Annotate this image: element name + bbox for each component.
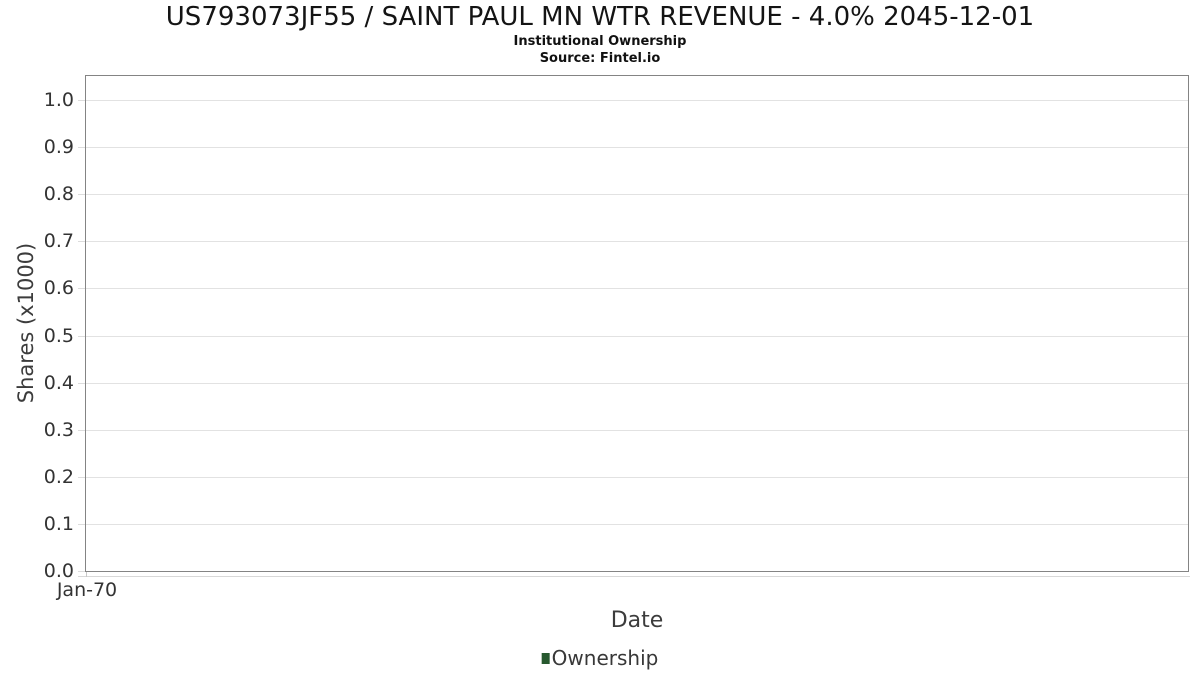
gridline (86, 477, 1188, 478)
y-axis-tick-mark (78, 100, 85, 101)
y-axis-tick-label: 1.0 (43, 89, 74, 111)
y-axis-title: Shares (x1000) (14, 242, 38, 404)
x-axis-tick-label: Jan-70 (56, 579, 118, 601)
y-axis-tick-label: 0.0 (43, 560, 74, 582)
y-axis-tick-label: 0.5 (43, 325, 74, 347)
y-axis-tick-label: 0.4 (43, 372, 74, 394)
y-axis-tick-label: 0.3 (43, 419, 74, 441)
y-axis-tick-mark (78, 336, 85, 337)
gridline (86, 430, 1188, 431)
gridline (86, 100, 1188, 101)
chart-title: US793073JF55 / SAINT PAUL MN WTR REVENUE… (165, 2, 1035, 32)
chart-subtitle: Institutional Ownership (513, 34, 687, 49)
legend-swatch-icon (541, 652, 550, 664)
y-axis-tick-label: 0.7 (43, 230, 74, 252)
y-axis-tick-mark (78, 571, 85, 572)
x-axis-title: Date (610, 608, 664, 633)
gridline (86, 194, 1188, 195)
y-axis-tick-mark (78, 147, 85, 148)
legend-label: Ownership (551, 646, 659, 670)
y-axis-tick-label: 0.9 (43, 136, 74, 158)
gridline (86, 524, 1188, 525)
y-axis-tick-label: 0.2 (43, 466, 74, 488)
x-axis-line (78, 576, 1190, 577)
y-axis-tick-mark (78, 430, 85, 431)
y-axis-tick-label: 0.8 (43, 183, 74, 205)
y-axis-tick-mark (78, 241, 85, 242)
gridline (86, 241, 1188, 242)
y-axis-tick-mark (78, 383, 85, 384)
y-axis-tick-mark (78, 524, 85, 525)
gridline (86, 383, 1188, 384)
gridline (86, 288, 1188, 289)
chart-source: Source: Fintel.io (539, 51, 661, 66)
y-axis-tick-mark (78, 477, 85, 478)
y-axis-tick-label: 0.6 (43, 277, 74, 299)
y-axis-tick-mark (78, 194, 85, 195)
y-axis-tick-mark (78, 288, 85, 289)
legend: Ownership (541, 646, 659, 670)
plot-area (78, 75, 1189, 572)
x-axis-tick-mark (86, 572, 87, 577)
y-axis-tick-label: 0.1 (43, 513, 74, 535)
gridline (86, 336, 1188, 337)
gridline (86, 147, 1188, 148)
